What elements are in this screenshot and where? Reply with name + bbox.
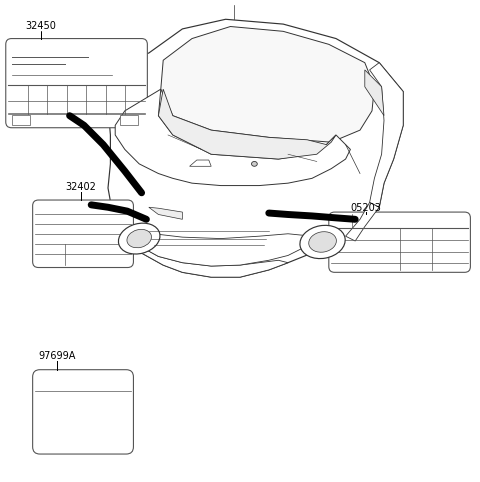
Bar [120, 115, 138, 125]
Polygon shape [161, 27, 374, 142]
Text: 05203: 05203 [350, 203, 381, 213]
Polygon shape [115, 89, 350, 186]
Polygon shape [370, 63, 403, 207]
Polygon shape [125, 231, 288, 277]
FancyBboxPatch shape [33, 200, 133, 268]
Text: 97699A: 97699A [38, 350, 75, 361]
Ellipse shape [300, 226, 345, 258]
FancyBboxPatch shape [329, 212, 470, 272]
Polygon shape [346, 202, 379, 241]
Ellipse shape [252, 161, 257, 166]
Bar [12, 115, 30, 125]
FancyBboxPatch shape [6, 39, 147, 128]
Ellipse shape [127, 229, 152, 248]
Ellipse shape [309, 232, 336, 252]
Polygon shape [149, 207, 182, 219]
Ellipse shape [119, 223, 160, 254]
FancyBboxPatch shape [33, 370, 133, 454]
Polygon shape [127, 227, 312, 266]
Text: 32402: 32402 [65, 182, 96, 192]
Polygon shape [108, 19, 403, 277]
Polygon shape [365, 70, 384, 116]
Polygon shape [158, 89, 336, 159]
Polygon shape [190, 160, 211, 166]
Text: 32450: 32450 [25, 21, 56, 31]
